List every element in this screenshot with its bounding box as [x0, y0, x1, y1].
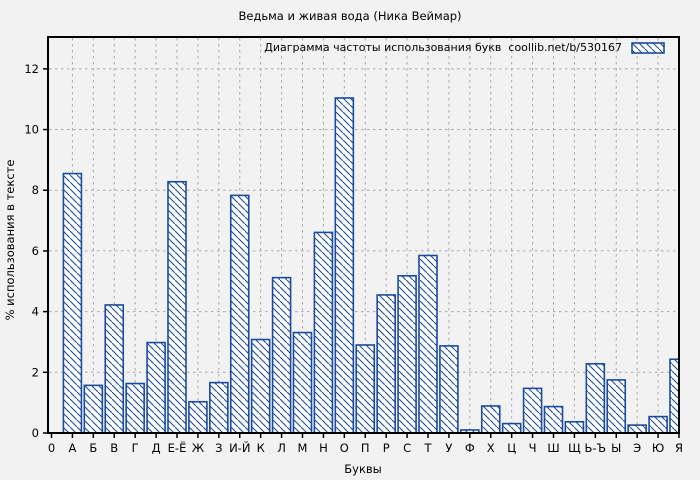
x-tick-label: Э	[633, 441, 641, 455]
x-tick-label: Ы	[611, 441, 621, 455]
plot-border	[47, 36, 680, 434]
x-tick-label: Г	[132, 441, 139, 455]
bar	[376, 294, 396, 433]
bar	[355, 344, 376, 433]
bar	[606, 379, 627, 433]
y-tick-label: 0	[32, 426, 39, 440]
bar	[627, 424, 647, 433]
x-tick-label: А	[68, 441, 76, 455]
x-axis-title: Буквы	[344, 462, 382, 476]
x-tick-label: К	[257, 441, 265, 455]
y-tick-label: 10	[24, 123, 39, 137]
bar	[83, 384, 104, 433]
bar	[250, 338, 271, 433]
x-tick-label: Б	[89, 441, 97, 455]
x-tick-label: Р	[383, 441, 390, 455]
x-tick-label: В	[110, 441, 118, 455]
bar	[188, 400, 208, 433]
x-tick-label: З	[215, 441, 222, 455]
x-tick-label: Щ	[568, 441, 581, 455]
x-tick-label: Ш	[547, 441, 559, 455]
chart-legend: Диаграмма частоты использования букв coo…	[264, 41, 665, 54]
bar	[585, 363, 606, 433]
x-tick-label: М	[298, 441, 308, 455]
x-tick-label: Т	[423, 441, 432, 455]
bar	[209, 381, 229, 433]
bar	[229, 194, 250, 433]
x-tick-label: О	[340, 441, 349, 455]
x-tick-label: Ц	[507, 441, 516, 455]
x-tick-label: Ф	[465, 441, 475, 455]
x-tick-label: У	[445, 441, 452, 455]
bar	[104, 304, 125, 433]
bar	[62, 172, 83, 433]
x-tick-label: Ж	[192, 441, 205, 455]
y-axis-title: % использования в тексте	[3, 159, 17, 321]
x-tick-label: Я	[675, 441, 683, 455]
x-tick-label: Ю	[652, 441, 664, 455]
y-tick-label: 8	[32, 183, 39, 197]
x-tick-label: Н	[319, 441, 328, 455]
y-tick-label: 6	[32, 244, 39, 258]
legend-swatch-icon	[631, 41, 665, 54]
bar	[418, 254, 438, 433]
bar	[522, 387, 543, 433]
bar	[669, 358, 679, 433]
bar	[146, 341, 166, 433]
x-tick-label: Ь-Ъ	[585, 441, 607, 455]
bar	[564, 420, 585, 433]
bar	[501, 422, 522, 433]
y-tick-label: 2	[32, 365, 39, 379]
bars-group	[62, 97, 679, 433]
bar	[334, 97, 355, 433]
x-origin-label: 0	[48, 441, 55, 455]
bar	[271, 276, 292, 433]
y-tick-label: 4	[32, 305, 39, 319]
legend-label: Диаграмма частоты использования букв coo…	[264, 41, 622, 54]
bar	[397, 275, 417, 433]
y-tick-label: 12	[24, 62, 39, 76]
legend-swatch-rect	[631, 41, 665, 54]
bar	[292, 331, 313, 433]
x-tick-label: П	[361, 441, 370, 455]
x-tick-label: Ч	[529, 441, 537, 455]
bar	[439, 345, 459, 433]
bar	[648, 415, 668, 433]
x-tick-label: И-Й	[229, 440, 250, 455]
bar	[125, 382, 145, 433]
bar	[167, 180, 187, 433]
x-tick-label: Х	[487, 441, 495, 455]
bar	[480, 405, 501, 433]
x-tick-label: С	[403, 441, 411, 455]
bar	[313, 231, 334, 433]
bar	[543, 405, 564, 433]
x-tick-label: Д	[152, 441, 161, 455]
x-tick-label: Л	[277, 441, 286, 455]
chart-title: Ведьма и живая вода (Ника Веймар)	[238, 9, 462, 23]
x-tick-label: Е-Ё	[168, 440, 187, 455]
